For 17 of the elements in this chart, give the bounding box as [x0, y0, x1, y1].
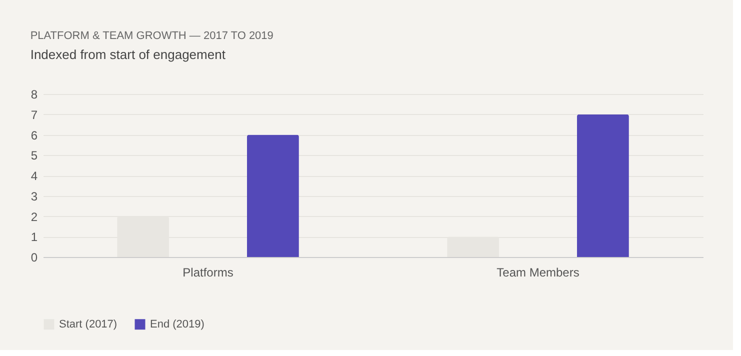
chart-subtitle: Indexed from start of engagement — [30, 47, 226, 62]
y-tick-label: 8 — [30, 88, 38, 102]
y-tick-label: 7 — [30, 108, 38, 122]
bar — [576, 114, 629, 257]
y-tick-label: 5 — [30, 148, 38, 163]
bar — [246, 134, 299, 257]
legend-label: Start (2017) — [59, 318, 118, 330]
y-tick-label: 1 — [30, 230, 38, 244]
legend-label: End (2019) — [150, 318, 204, 330]
y-tick-label: 0 — [30, 250, 38, 264]
y-tick-label: 4 — [30, 169, 38, 183]
x-tick-label: Team Members — [496, 266, 580, 280]
y-tick-label: 2 — [30, 210, 38, 224]
y-tick-label: 6 — [30, 128, 38, 142]
y-tick-label: 3 — [30, 189, 38, 204]
chart-title: PLATFORM & TEAM GROWTH — 2017 TO 2019 — [30, 30, 274, 42]
x-tick-label: Platforms — [182, 266, 234, 280]
